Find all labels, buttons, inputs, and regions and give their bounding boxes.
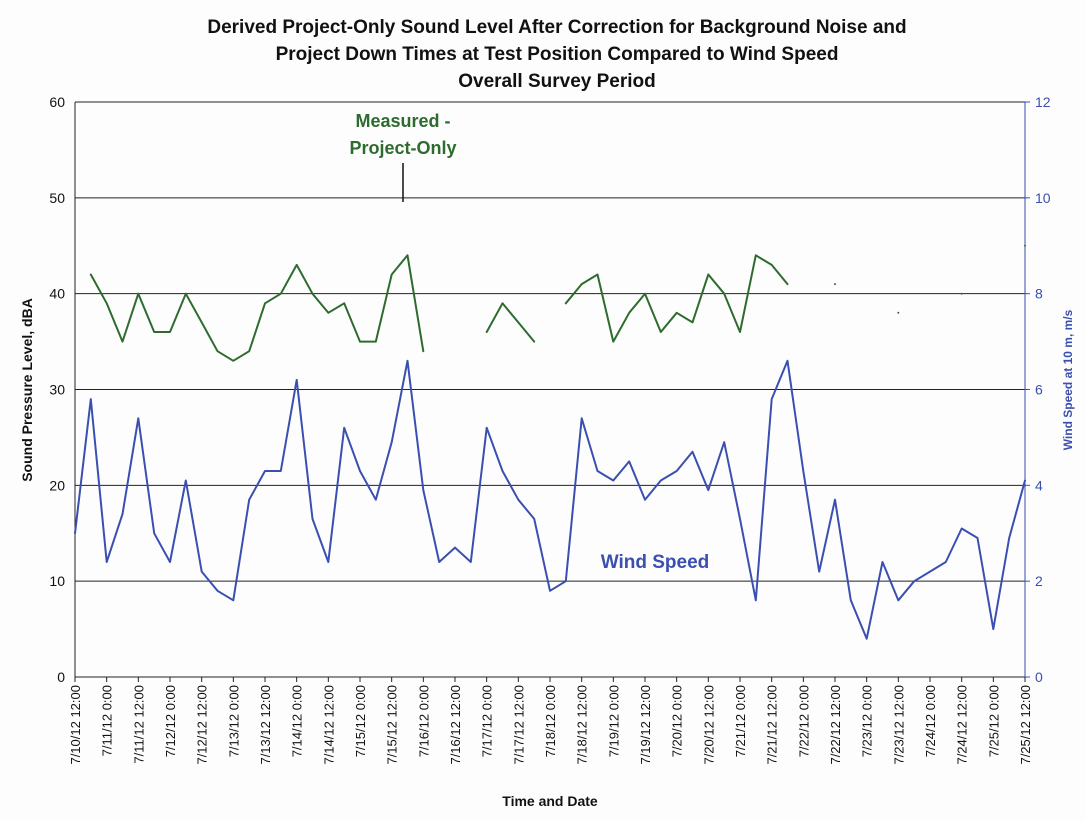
y-tick-label: 20 [49, 477, 65, 493]
x-tick-label: 7/12/12 0:00 [163, 685, 178, 757]
x-tick-label: 7/15/12 0:00 [353, 685, 368, 757]
y-axis-label: Sound Pressure Level, dBA [19, 298, 35, 482]
x-tick-label: 7/14/12 12:00 [321, 685, 336, 765]
y2-axis-label: Wind Speed at 10 m, m/s [1061, 309, 1075, 450]
x-tick-label: 7/11/12 12:00 [131, 685, 146, 764]
x-tick-label: 7/25/12 12:00 [1018, 685, 1033, 765]
x-tick-label: 7/11/12 0:00 [100, 685, 115, 756]
annotation: Wind Speed [601, 552, 710, 573]
x-tick-label: 7/23/12 0:00 [860, 685, 875, 757]
x-tick-label: 7/22/12 12:00 [828, 685, 843, 765]
y2-tick-label: 6 [1035, 382, 1043, 398]
x-tick-label: 7/24/12 12:00 [955, 685, 970, 765]
x-tick-label: 7/15/12 12:00 [385, 685, 400, 765]
y-tick-label: 40 [49, 286, 65, 302]
x-tick-label: 7/23/12 12:00 [891, 685, 906, 765]
x-tick-label: 7/20/12 0:00 [670, 685, 685, 757]
chart-title: Project Down Times at Test Position Comp… [276, 44, 839, 65]
x-tick-label: 7/17/12 0:00 [480, 685, 495, 757]
x-tick-label: 7/16/12 0:00 [416, 685, 431, 757]
y2-tick-label: 4 [1035, 477, 1043, 493]
x-axis-label: Time and Date [502, 793, 598, 809]
x-tick-label: 7/21/12 12:00 [765, 685, 780, 765]
y-tick-label: 50 [49, 190, 65, 206]
x-tick-label: 7/18/12 12:00 [575, 685, 590, 765]
y2-tick-label: 12 [1035, 94, 1051, 110]
x-tick-label: 7/20/12 12:00 [701, 685, 716, 765]
x-tick-label: 7/10/12 12:00 [68, 685, 83, 765]
annotation: Measured - [355, 111, 450, 131]
x-tick-label: 7/19/12 0:00 [606, 685, 621, 757]
y2-tick-label: 0 [1035, 669, 1043, 685]
x-tick-label: 7/12/12 12:00 [195, 685, 210, 765]
x-tick-label: 7/22/12 0:00 [796, 685, 811, 757]
x-tick-label: 7/17/12 12:00 [511, 685, 526, 765]
x-tick-label: 7/14/12 0:00 [290, 685, 305, 757]
x-tick-label: 7/16/12 12:00 [448, 685, 463, 765]
x-tick-label: 7/25/12 0:00 [986, 685, 1001, 757]
data-line [74, 359, 1026, 640]
x-tick-label: 7/13/12 12:00 [258, 685, 273, 765]
y2-tick-label: 10 [1035, 190, 1051, 206]
x-tick-label: 7/21/12 0:00 [733, 685, 748, 757]
y2-tick-label: 8 [1035, 286, 1043, 302]
y-tick-label: 30 [49, 382, 65, 398]
x-tick-label: 7/13/12 0:00 [226, 685, 241, 757]
chart-title: Derived Project-Only Sound Level After C… [207, 17, 906, 38]
chart-title: Overall Survey Period [458, 71, 656, 92]
x-tick-label: 7/19/12 12:00 [638, 685, 653, 765]
y2-tick-label: 2 [1035, 573, 1043, 589]
y-tick-label: 0 [57, 669, 65, 685]
data-line [89, 244, 1026, 362]
x-tick-label: 7/24/12 0:00 [923, 685, 938, 757]
annotation: Project-Only [349, 138, 456, 158]
x-tick-label: 7/18/12 0:00 [543, 685, 558, 757]
y-tick-label: 10 [49, 573, 65, 589]
y-tick-label: 60 [49, 94, 65, 110]
